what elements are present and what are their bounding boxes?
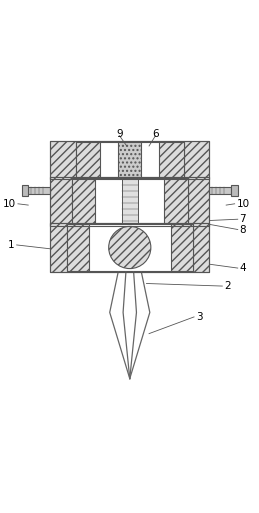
Bar <box>72 178 95 223</box>
Bar <box>50 223 210 272</box>
Bar <box>72 178 188 223</box>
Bar <box>67 224 193 271</box>
Text: 9: 9 <box>116 129 123 139</box>
Bar <box>171 224 193 271</box>
Bar <box>50 177 210 226</box>
Text: 1: 1 <box>8 240 15 250</box>
Bar <box>231 185 238 196</box>
Bar <box>164 178 188 223</box>
Bar <box>50 141 210 180</box>
Bar <box>210 187 231 194</box>
Text: 10: 10 <box>236 199 249 209</box>
Bar <box>50 141 210 180</box>
Bar <box>22 185 28 196</box>
Text: 10: 10 <box>2 199 16 209</box>
Bar <box>50 177 210 226</box>
Bar <box>118 142 141 177</box>
Bar <box>121 178 138 223</box>
Text: 7: 7 <box>240 214 246 224</box>
Text: 4: 4 <box>240 263 246 273</box>
Bar <box>76 142 184 177</box>
Bar <box>67 224 89 271</box>
Circle shape <box>109 226 151 269</box>
Bar <box>76 142 100 177</box>
Bar <box>28 187 50 194</box>
Text: 6: 6 <box>152 129 159 139</box>
Text: 3: 3 <box>196 312 203 322</box>
Bar <box>159 142 184 177</box>
Bar <box>50 223 210 272</box>
Text: 8: 8 <box>240 225 246 234</box>
Text: 2: 2 <box>224 281 231 291</box>
